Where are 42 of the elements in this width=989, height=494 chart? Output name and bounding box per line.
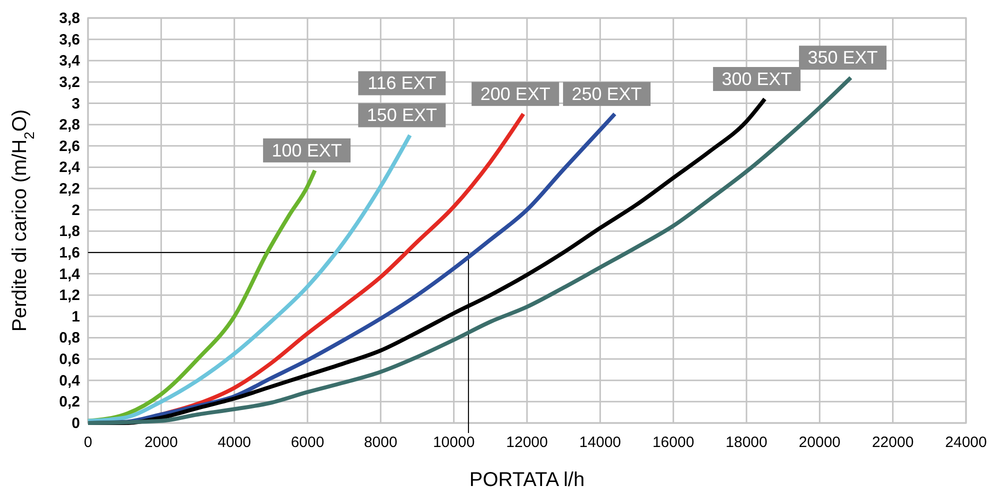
series-label: 100 EXT: [272, 140, 342, 160]
y-tick-label: 3: [72, 95, 80, 112]
series-label: 150 EXT: [366, 105, 437, 126]
line-series: [86, 133, 412, 423]
x-tick-label: 4000: [218, 434, 252, 451]
x-tick-label: 8000: [364, 434, 398, 451]
y-tick-label: 3,8: [59, 10, 80, 27]
y-tick-label: 3,2: [59, 74, 80, 91]
y-tick-label: 3,6: [59, 31, 80, 48]
y-tick-label: 1,4: [59, 266, 81, 283]
y-tick-label: 0,2: [59, 394, 80, 411]
x-axis-title: PORTATA l/h: [469, 469, 585, 491]
series-label: 200 EXT: [480, 84, 550, 104]
y-tick-label: 0,4: [59, 372, 81, 390]
x-tick-label: 14000: [579, 434, 622, 451]
y-tick-label: 2,8: [59, 116, 80, 134]
y-tick-label: 1,8: [59, 223, 80, 240]
x-tick-label: 18000: [726, 434, 768, 451]
series-label: 250 EXT: [572, 84, 642, 104]
x-tick-label: 0: [84, 434, 92, 451]
y-tick-label: 2,4: [59, 159, 81, 176]
series-label: 300 EXT: [722, 69, 792, 89]
y-tick-label: 0,6: [59, 351, 80, 368]
x-tick-label: 20000: [798, 434, 841, 451]
x-tick-label: 16000: [652, 434, 694, 451]
x-tick-label: 10000: [432, 434, 475, 451]
y-tick-label: 2,2: [59, 180, 80, 198]
y-tick-label: 0,8: [59, 330, 80, 347]
annotation: 116 EXT: [368, 73, 436, 94]
x-tick-label: 22000: [872, 434, 914, 451]
y-tick-label: 2: [72, 202, 80, 219]
series-label: 350 EXT: [808, 48, 878, 68]
y-tick-label: 0: [72, 415, 80, 432]
x-tick-label: 24000: [945, 434, 987, 451]
y-tick-label: 1,2: [59, 287, 80, 304]
x-tick-label: 12000: [506, 434, 548, 451]
y-tick-label: 1,6: [59, 244, 80, 262]
y-tick-label: 3,4: [59, 52, 81, 70]
y-tick-label: 2,6: [59, 138, 80, 155]
x-tick-label: 6000: [290, 434, 324, 451]
y-tick-label: 1: [72, 308, 80, 326]
x-tick-label: 2000: [144, 434, 178, 451]
